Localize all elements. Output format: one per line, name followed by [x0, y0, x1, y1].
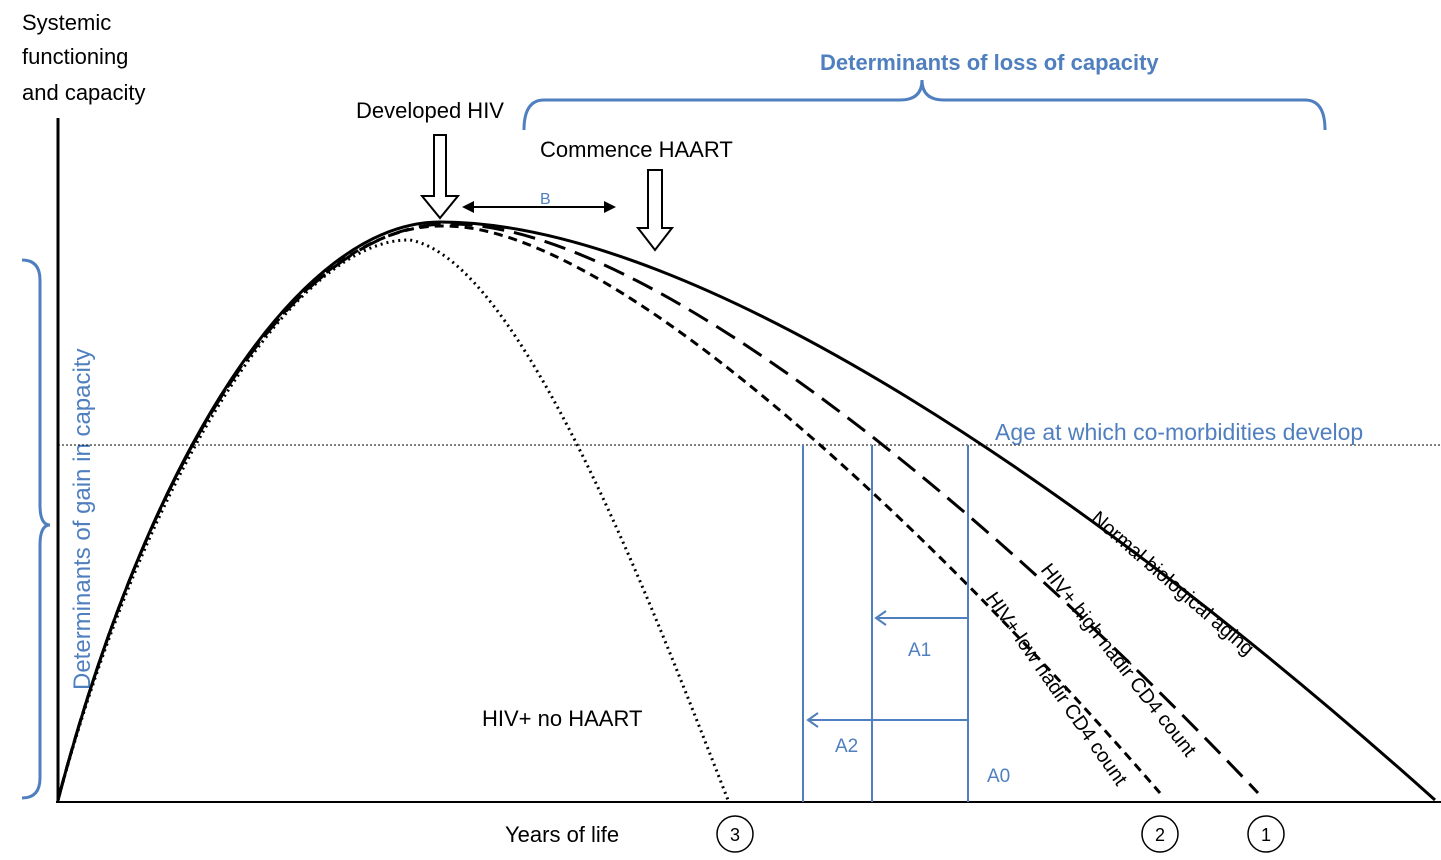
no-haart-curve — [56, 238, 730, 801]
loss-bracket-label: Determinants of loss of capacity — [820, 50, 1159, 75]
developed-arrow — [419, 134, 461, 220]
delay-label: B — [540, 191, 551, 208]
y-axis-label: and capacity — [22, 80, 146, 105]
threshold-label: Age at which co-morbidities develop — [995, 419, 1363, 445]
x-axis-label: Years of life — [505, 822, 619, 847]
gain-bracket — [21, 258, 51, 800]
interval-label: A1 — [908, 640, 931, 661]
interval-label: A0 — [987, 766, 1010, 787]
endpoint-label: 3 — [730, 825, 740, 845]
interval-label: A2 — [835, 736, 858, 757]
gain-bracket-label: Determinants of gain in capacity — [69, 348, 96, 690]
event-label: Commence HAART — [540, 137, 733, 162]
endpoint-circles — [716, 815, 1285, 853]
y-axis-label: functioning — [22, 44, 128, 69]
endpoint-label: 2 — [1155, 825, 1165, 845]
endpoint-label: 1 — [1261, 825, 1271, 845]
normal-curve — [56, 220, 1437, 802]
low-nadir-curve — [56, 224, 1162, 801]
loss-bracket — [522, 79, 1327, 131]
commence-arrow — [635, 169, 675, 252]
curve-label: HIV+ low nadir CD4 count — [981, 588, 1132, 790]
curve-label: HIV+ no HAART — [482, 706, 642, 731]
y-axis-label: Systemic — [22, 10, 111, 35]
event-label: Developed HIV — [356, 98, 504, 123]
interval-lines — [802, 445, 969, 802]
